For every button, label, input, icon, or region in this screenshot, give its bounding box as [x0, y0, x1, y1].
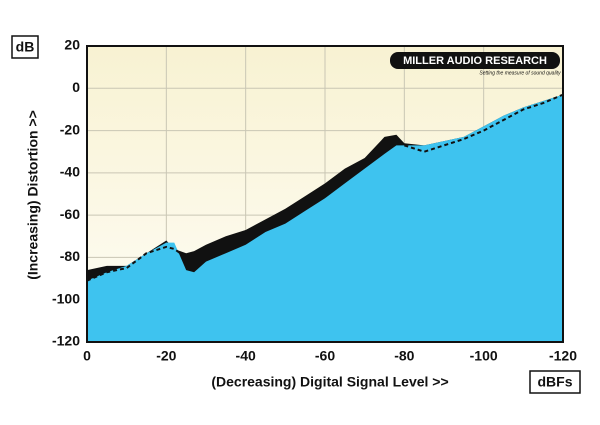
y-tick-label: -60	[60, 206, 80, 222]
y-tick-label: -20	[60, 121, 80, 137]
x-unit: dBFs	[538, 374, 573, 390]
y-tick-label: -100	[52, 290, 80, 306]
unit-box	[529, 370, 581, 394]
y-tick-label: 20	[64, 37, 80, 53]
x-tick-label: -40	[236, 348, 256, 364]
x-tick-label: -60	[315, 348, 335, 364]
x-axis-label: (Decreasing) Digital Signal Level >>	[211, 374, 448, 390]
logo: MILLER AUDIO RESEARCH	[403, 55, 547, 67]
logo-tagline: Setting the measure of sound quality	[479, 70, 561, 76]
x-tick-label: -20	[156, 348, 176, 364]
y-tick-label: -80	[60, 248, 80, 264]
dashed-line	[86, 93, 564, 282]
y-tick-label: 0	[72, 79, 80, 95]
y-tick-label: -40	[60, 164, 80, 180]
y-axis-label: (Increasing) Distortion >>	[25, 110, 41, 280]
x-tick-label: -100	[470, 348, 498, 364]
y-tick-label: -120	[52, 333, 80, 349]
unit-box	[11, 35, 39, 59]
area	[87, 94, 563, 342]
plot-layer	[86, 45, 564, 343]
x-tick-label: 0	[83, 348, 91, 364]
logo-badge	[390, 52, 560, 69]
x-tick-label: -80	[394, 348, 414, 364]
plot-frame	[86, 45, 564, 343]
x-tick-label: -120	[549, 348, 577, 364]
y-unit: dB	[16, 39, 35, 55]
